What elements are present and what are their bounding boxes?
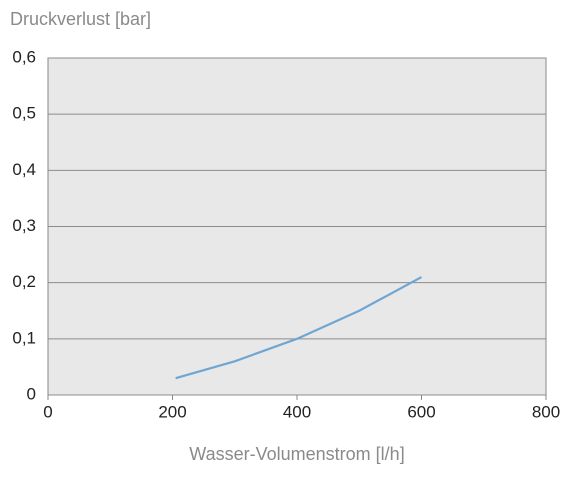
y-tick-label: 0,5 bbox=[12, 104, 36, 123]
chart-title: Druckverlust [bar] bbox=[10, 9, 151, 29]
y-tick-label: 0,2 bbox=[12, 272, 36, 291]
y-tick-label: 0,6 bbox=[12, 47, 36, 66]
data-line bbox=[175, 276, 423, 380]
x-tick-label: 0 bbox=[43, 402, 52, 421]
x-tick-label: 200 bbox=[158, 402, 186, 421]
y-tick-label: 0 bbox=[27, 384, 36, 403]
y-tick-label: 0,3 bbox=[12, 216, 36, 235]
x-axis-label: Wasser-Volumenstrom [l/h] bbox=[189, 444, 404, 464]
x-tick-label: 600 bbox=[407, 402, 435, 421]
y-tick-label: 0,4 bbox=[12, 160, 36, 179]
x-tick-label: 800 bbox=[532, 402, 560, 421]
y-tick-label: 0,1 bbox=[12, 328, 36, 347]
x-tick-label: 400 bbox=[283, 402, 311, 421]
